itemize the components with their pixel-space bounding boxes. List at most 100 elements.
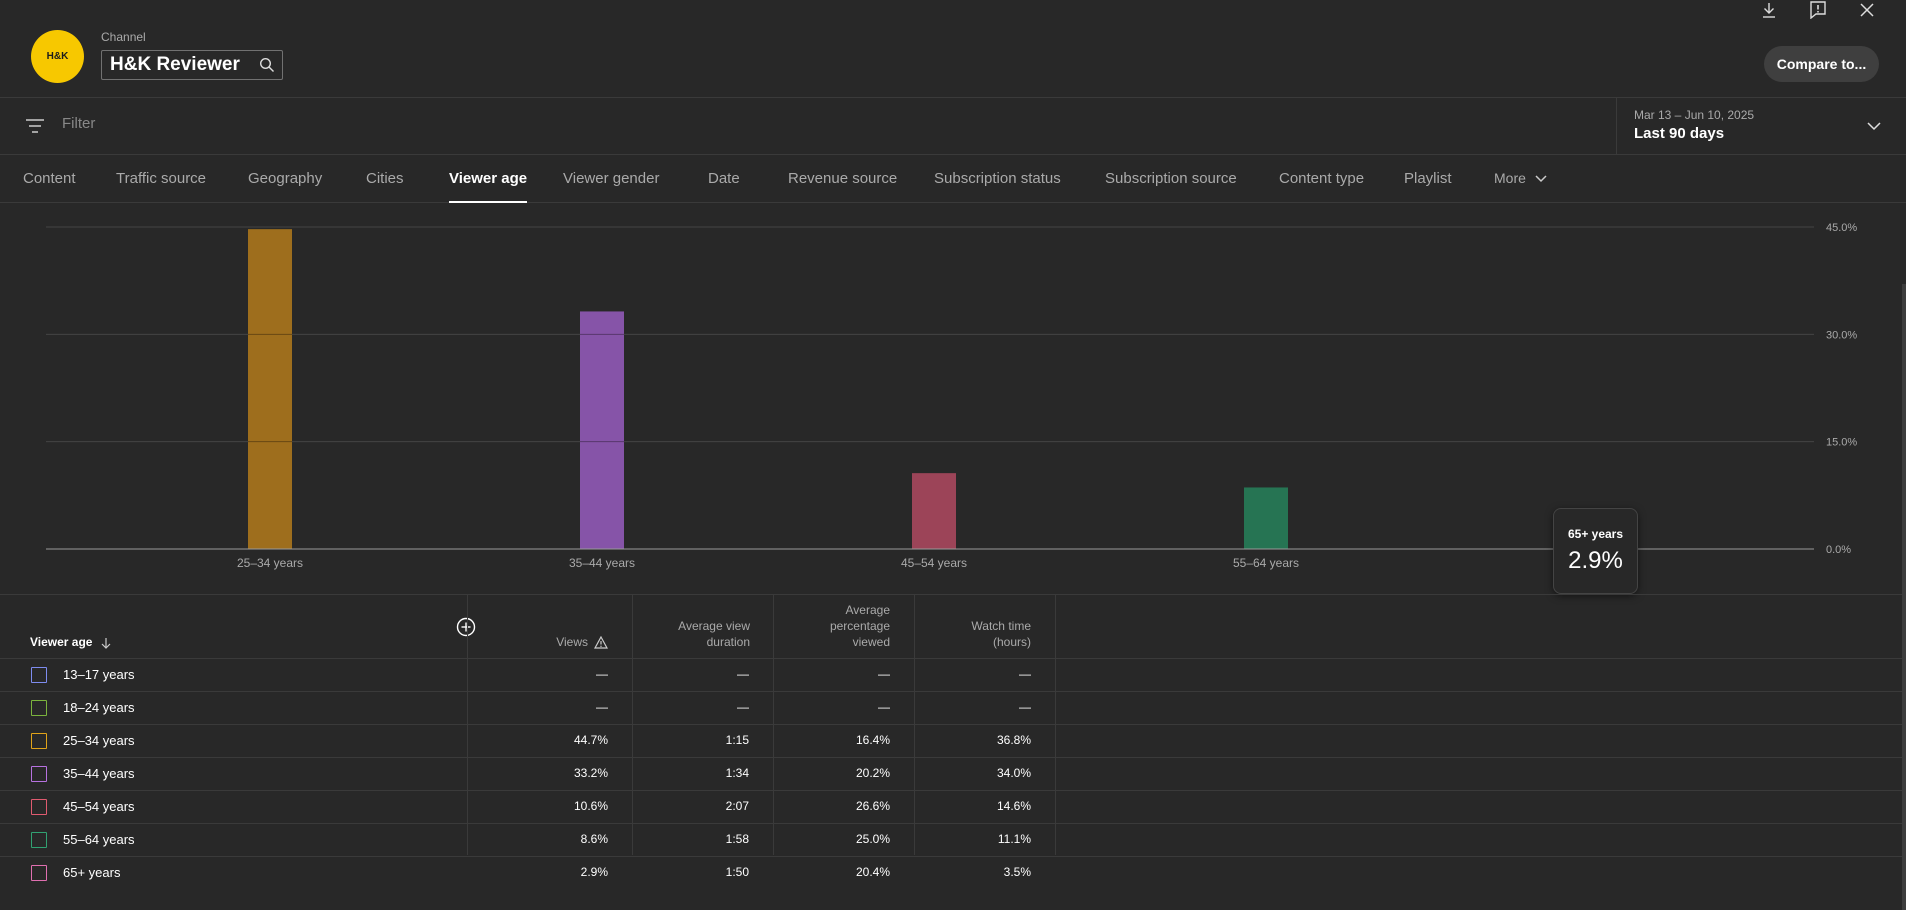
bar[interactable] [912,473,956,549]
cell-pct: 20.4% [855,865,890,879]
table-row[interactable]: 55–64 years 8.6% 1:58 25.0% 11.1% [0,823,1902,856]
chart-tooltip: 65+ years 2.9% [1553,508,1638,594]
cell-pct: — [878,667,890,681]
tooltip-label: 65+ years [1567,527,1624,541]
tab-date[interactable]: Date [708,170,740,187]
tooltip-value: 2.9% [1568,547,1623,574]
y-tick-label: 0.0% [1826,544,1851,556]
tab-playlist[interactable]: Playlist [1404,170,1452,187]
row-label: 45–54 years [63,799,135,814]
filter-bar: Filter [0,98,1906,155]
table-row[interactable]: 25–34 years 44.7% 1:15 16.4% 36.8% [0,724,1902,757]
x-tick-label: 35–44 years [569,556,635,570]
cell-watch: — [1019,700,1031,714]
header-avd-line-1: Average view [678,619,750,633]
row-checkbox[interactable] [31,667,47,683]
tab-subscription-status[interactable]: Subscription status [934,170,1061,187]
table-row[interactable]: 65+ years 2.9% 1:50 20.4% 3.5% [0,856,1902,889]
row-label: 55–64 years [63,832,135,847]
cell-watch: 36.8% [996,733,1031,747]
cell-duration: — [737,667,749,681]
header-average-percentage-viewed[interactable]: Average percentage viewed [774,595,890,658]
chevron-down-icon [1867,122,1881,131]
header-avd-line-2: duration [706,635,750,649]
tab-cities[interactable]: Cities [366,170,404,187]
row-label: 18–24 years [63,700,135,715]
channel-selector[interactable]: H&K Reviewer [101,50,283,80]
tab-content-type[interactable]: Content type [1279,170,1365,187]
header: H&K Channel H&K Reviewer Compare to... [0,0,1906,98]
tab-content[interactable]: Content [23,170,76,187]
row-checkbox[interactable] [31,799,47,815]
header-wt-line-2: (hours) [992,635,1031,649]
row-checkbox[interactable] [31,733,47,749]
table-row[interactable]: 35–44 years 33.2% 1:34 20.2% 34.0% [0,757,1902,790]
header-views[interactable]: Views [468,595,608,658]
table-row[interactable]: 18–24 years — — — — [0,691,1902,724]
tab-geography[interactable]: Geography [248,170,323,187]
cell-watch: 11.1% [997,832,1031,846]
row-checkbox[interactable] [31,865,47,881]
filter-icon[interactable] [24,116,46,136]
viewer-age-chart: 45.0% 30.0% 15.0% 0.0% 25–34 years 35–44 year… [0,204,1906,594]
header-viewer-age[interactable]: Viewer age [30,595,230,658]
tab-revenue-source[interactable]: Revenue source [788,170,898,187]
table-row[interactable]: 13–17 years — — — — [0,658,1902,691]
row-checkbox[interactable] [31,832,47,848]
cell-views: 2.9% [580,865,608,879]
header-views-label: Views [556,635,588,649]
filter-input[interactable]: Filter [62,115,96,132]
add-metric-icon[interactable] [456,617,476,637]
header-apv-line-3: viewed [852,635,890,649]
cell-watch: — [1019,667,1031,681]
row-checkbox[interactable] [31,700,47,716]
dimension-tabs: Content Traffic source Geography Cities … [0,155,1906,203]
cell-duration: — [737,700,749,714]
cell-pct: — [878,700,890,714]
cell-pct: 20.2% [855,766,890,780]
x-tick-label: 55–64 years [1233,556,1299,570]
channel-logo: H&K [31,30,84,83]
column-divider [773,595,774,855]
tab-viewer-gender[interactable]: Viewer gender [563,170,660,187]
close-icon[interactable] [1855,0,1879,20]
column-divider [467,595,468,855]
cell-duration: 1:58 [725,832,749,846]
row-label: 35–44 years [63,766,135,781]
bar[interactable] [580,311,624,549]
search-icon[interactable] [252,51,282,79]
header-watch-time[interactable]: Watch time (hours) [915,595,1031,658]
row-label: 25–34 years [63,733,135,748]
download-icon[interactable] [1757,0,1781,20]
y-tick-label: 15.0% [1826,437,1857,449]
y-tick-label: 45.0% [1826,222,1857,234]
bar[interactable] [1244,487,1288,549]
row-label: 65+ years [63,865,121,880]
tab-more[interactable]: More [1494,155,1548,203]
row-checkbox[interactable] [31,766,47,782]
tab-viewer-age[interactable]: Viewer age [449,155,528,203]
cell-views: — [596,700,608,714]
cell-duration: 1:15 [725,733,749,747]
cell-watch: 3.5% [1003,865,1031,879]
cell-pct: 25.0% [855,832,890,846]
sort-arrow-down-icon [102,638,111,649]
date-range-label: Last 90 days [1634,125,1725,142]
channel-label: Channel [101,30,146,44]
tab-traffic-source[interactable]: Traffic source [116,170,207,187]
compare-button[interactable]: Compare to... [1764,46,1879,82]
channel-name: H&K Reviewer [110,54,240,75]
scrollbar[interactable] [1902,284,1906,910]
cell-pct: 26.6% [855,799,890,813]
table-row[interactable]: 45–54 years 10.6% 2:07 26.6% 14.6% [0,790,1902,823]
bar[interactable] [248,229,292,549]
cell-views: 8.6% [580,832,608,846]
bar-chart: 45.0% 30.0% 15.0% 0.0% 25–34 years 35–44 year… [46,222,1857,570]
feedback-icon[interactable] [1806,0,1830,20]
cell-views: 10.6% [573,799,608,813]
date-range-selector[interactable]: Mar 13 – Jun 10, 2025 Last 90 days [1616,98,1906,155]
tab-subscription-source[interactable]: Subscription source [1105,170,1237,187]
header-average-view-duration[interactable]: Average view duration [633,595,750,658]
row-label: 13–17 years [63,667,135,682]
chevron-down-icon [1535,175,1547,183]
